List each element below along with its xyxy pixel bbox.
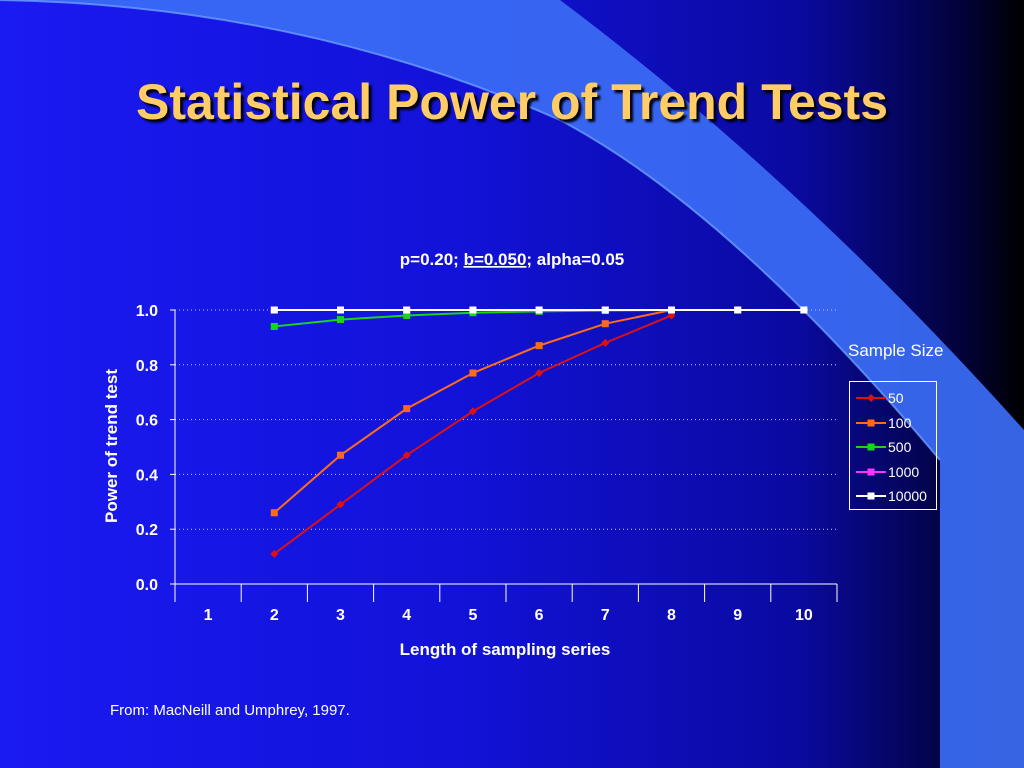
data-point [601, 338, 610, 347]
legend-swatch [856, 419, 886, 426]
x-tick-label: 4 [402, 607, 411, 624]
legend-label: 10000 [888, 488, 927, 504]
chart-subtitle-part: p=0.20; [400, 250, 464, 269]
series-10000 [270, 306, 808, 314]
slide-title: Statistical Power of Trend Tests [135, 74, 889, 130]
series-50 [270, 311, 676, 558]
tick-labels: 0.0 0.2 0.4 0.6 0.8 1.0 1 2 3 4 5 6 7 8 9 10 [136, 303, 813, 624]
data-point [270, 509, 278, 517]
data-point [402, 451, 411, 460]
data-point [270, 549, 279, 558]
y-tick-label: 0.6 [136, 413, 158, 430]
data-point [535, 342, 543, 350]
data-point [270, 306, 278, 314]
data-point [601, 306, 609, 314]
y-tick-label: 1.0 [136, 303, 158, 320]
x-tick-label: 6 [535, 607, 544, 624]
series-group [270, 306, 808, 558]
x-tick-label: 3 [336, 607, 345, 624]
y-axis-label: Power of trend test [102, 369, 121, 523]
y-tick-label: 0.8 [136, 358, 158, 375]
data-point [337, 306, 344, 314]
legend-item: 10000 [856, 486, 936, 506]
data-point [337, 451, 344, 459]
legend-swatch [856, 443, 886, 451]
data-point [668, 306, 675, 314]
legend-item: 500 [856, 437, 936, 457]
legend-label: 1000 [888, 463, 920, 480]
data-point [337, 316, 344, 324]
x-axis-label: Length of sampling series [400, 640, 611, 659]
x-tick-label: 7 [601, 607, 610, 624]
x-tick-label: 8 [667, 607, 676, 624]
legend-swatch [856, 492, 886, 500]
data-point [800, 306, 808, 314]
x-tick-label: 5 [468, 607, 477, 624]
data-point [403, 306, 411, 314]
data-point [535, 369, 544, 378]
legend-swatch [856, 468, 886, 475]
legend-swatch [856, 394, 886, 402]
legend-item: 50 [856, 388, 936, 408]
data-point [403, 405, 411, 413]
y-tick-label: 0.2 [136, 522, 158, 539]
data-point [469, 369, 477, 377]
data-point [468, 407, 477, 416]
data-point [403, 311, 411, 319]
data-point [469, 306, 477, 314]
chart-subtitle-part: b=0.050 [464, 250, 527, 269]
y-tick-label: 0.4 [136, 467, 158, 484]
legend-label: 100 [888, 414, 912, 431]
legend: 50 100 500 1000 10000 [849, 381, 937, 510]
legend-label: 50 [888, 390, 904, 406]
x-tick-label: 1 [204, 607, 213, 624]
data-point [601, 320, 609, 328]
x-tick-label: 9 [733, 607, 742, 624]
data-point [734, 306, 742, 314]
x-tick-label: 2 [270, 607, 279, 624]
data-point [336, 500, 345, 509]
gridlines [175, 309, 837, 530]
legend-item: 1000 [856, 462, 936, 482]
data-point [535, 306, 543, 314]
legend-item: 100 [856, 413, 936, 433]
source-citation: From: MacNeill and Umphrey, 1997. [110, 702, 350, 719]
legend-title: Sample Size [848, 341, 944, 360]
chart-subtitle-part: ; alpha=0.05 [526, 250, 624, 269]
axes [170, 309, 838, 602]
series-line [273, 314, 672, 555]
chart-subtitle: p=0.20; b=0.050; alpha=0.05 [400, 250, 624, 269]
data-point [270, 322, 278, 330]
y-tick-label: 0.0 [136, 577, 158, 594]
x-tick-label: 10 [795, 607, 813, 624]
legend-label: 500 [888, 439, 912, 455]
